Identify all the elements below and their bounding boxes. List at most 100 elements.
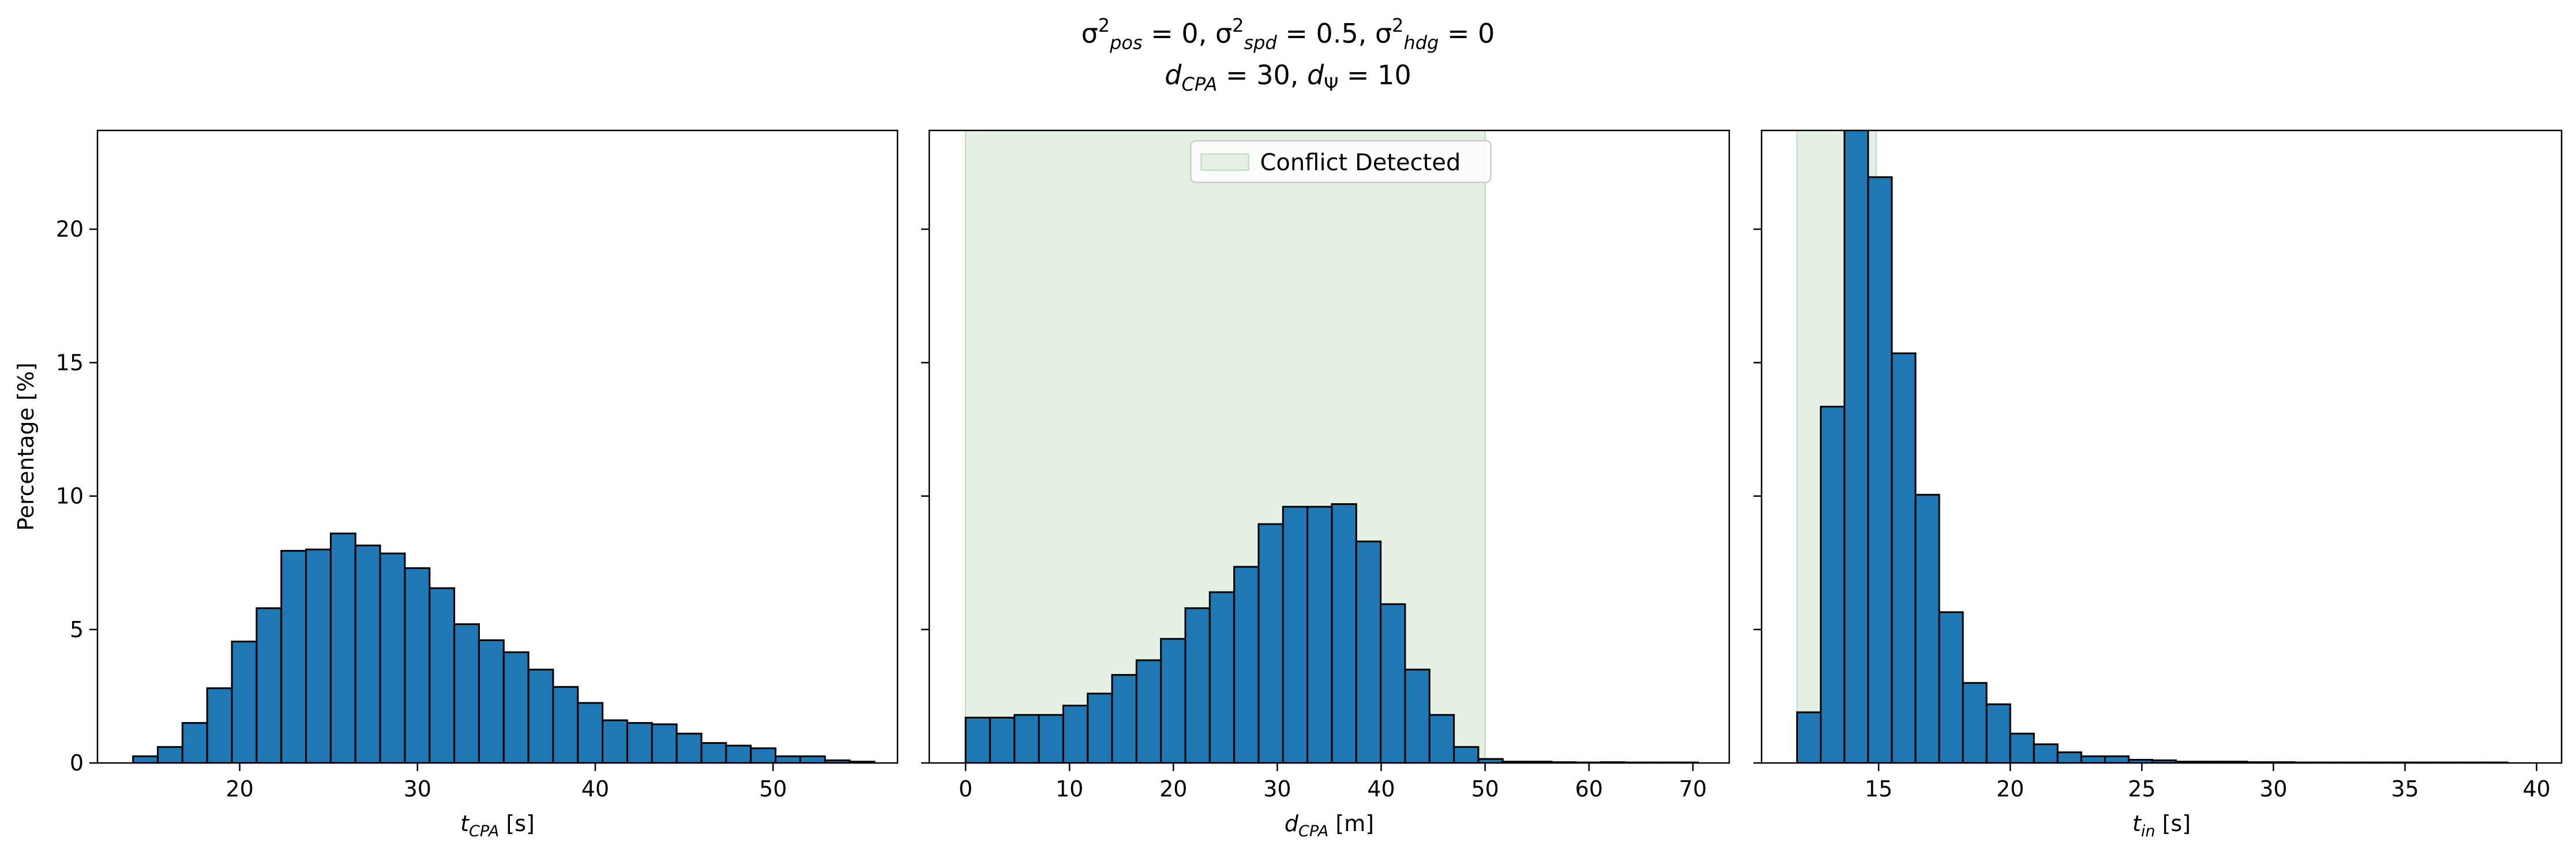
histogram-bar <box>305 548 332 763</box>
histogram-bar <box>1428 714 1455 763</box>
figure-title-line-2: dCPA = 30, dΨ = 10 <box>1165 59 1411 95</box>
x-tick-label: 60 <box>1575 776 1603 802</box>
histogram-bar <box>577 702 604 763</box>
tin-histogram-axes-frame <box>1760 129 2563 764</box>
histogram-bar <box>1985 703 2011 763</box>
tcpa-histogram-x-axis-label: tCPA [s] <box>460 811 535 840</box>
histogram-bar <box>651 723 678 763</box>
histogram-bar <box>1038 714 1064 763</box>
x-tick-label: 20 <box>1159 776 1187 802</box>
histogram-bar <box>1306 506 1333 763</box>
legend: Conflict Detected <box>1190 140 1492 184</box>
y-tick-label: 0 <box>70 750 84 776</box>
histogram-bar <box>964 716 991 763</box>
histogram-bar <box>1208 591 1236 763</box>
x-tick-label: 0 <box>959 776 972 802</box>
histogram-bar <box>1062 705 1089 763</box>
histogram-bar <box>329 532 356 763</box>
histogram-bar <box>1013 714 1040 763</box>
histogram-bar <box>775 755 801 763</box>
histogram-bar <box>1891 352 1917 763</box>
x-tick-label: 30 <box>1263 776 1291 802</box>
y-tick-label: 5 <box>70 617 84 642</box>
x-tick-label: 40 <box>1367 776 1395 802</box>
histogram-bar <box>156 746 183 763</box>
legend-box <box>1190 140 1492 184</box>
histogram-bar <box>2033 743 2059 763</box>
histogram-bar <box>280 549 307 763</box>
histogram-bar <box>1820 406 1846 763</box>
x-tick-label: 40 <box>2522 776 2550 802</box>
histogram-bar <box>1160 638 1186 763</box>
histogram-bar <box>725 744 752 763</box>
dcpa-histogram-axes-frame <box>928 129 1730 764</box>
histogram-bar <box>1184 607 1211 763</box>
y-axis-label: Percentage [%] <box>13 362 39 531</box>
histogram-bar <box>379 552 406 763</box>
histogram-bar <box>552 686 579 763</box>
tin-histogram-panel: 15 20 25 30 35 40 tin [s] <box>1753 129 2563 840</box>
histogram-bar <box>2009 732 2035 763</box>
histogram-bar <box>1355 540 1382 763</box>
histogram-bar <box>256 607 283 763</box>
dcpa-histogram-x-axis-label: dCPA [m] <box>1285 811 1374 840</box>
x-tick-label: 35 <box>2391 776 2419 802</box>
histogram-bar <box>1087 693 1113 763</box>
histogram-bar <box>1257 523 1284 763</box>
histogram-bar <box>1282 506 1309 763</box>
histogram-bar <box>1453 746 1479 763</box>
histogram-bar <box>132 755 159 763</box>
y-tick-label: 10 <box>56 484 84 509</box>
histogram-bar <box>750 747 777 763</box>
x-tick-label: 50 <box>759 776 787 802</box>
histogram-bar <box>2104 755 2130 763</box>
histogram-bar <box>181 722 208 763</box>
histogram-bar <box>453 623 480 763</box>
histogram-bar <box>429 587 456 763</box>
x-tick-label: 50 <box>1471 776 1499 802</box>
x-tick-label: 15 <box>1865 776 1892 802</box>
histogram-bar <box>478 639 505 763</box>
histogram-bar <box>1867 176 1893 763</box>
x-tick-label: 30 <box>404 776 431 802</box>
histogram-bar <box>354 544 381 763</box>
histogram-bar <box>1843 130 1869 763</box>
histogram-bar <box>799 755 826 763</box>
x-tick-label: 40 <box>581 776 609 802</box>
figure-title-line-1: σ2pos = 0, σ2spd = 0.5, σ2hdg = 0 <box>1082 14 1495 54</box>
histogram-bar <box>1914 493 1940 763</box>
tcpa-histogram-axes-frame <box>96 129 899 764</box>
x-tick-label: 20 <box>1996 776 2024 802</box>
histogram-bar <box>700 742 727 763</box>
x-tick-label: 25 <box>2128 776 2156 802</box>
histogram-bar <box>2056 751 2082 763</box>
dcpa-histogram-panel: 0 10 20 30 40 50 60 70 dCPA [m] Conflict Detected <box>921 129 1730 840</box>
histogram-bar <box>1135 659 1162 763</box>
histogram-bar <box>404 567 431 763</box>
y-tick-label: 15 <box>56 350 84 375</box>
legend-swatch <box>1200 154 1249 171</box>
histogram-bar <box>1404 668 1430 763</box>
histogram-bar <box>1111 674 1137 763</box>
histogram-bar <box>1331 503 1357 763</box>
y-tick-label: 20 <box>56 216 84 242</box>
dcpa-histogram-plot-area <box>964 130 1699 763</box>
x-tick-label: 10 <box>1056 776 1083 802</box>
tin-histogram-x-axis-label: tin [s] <box>2132 811 2191 840</box>
histogram-bar <box>231 641 258 763</box>
histogram-bar <box>206 687 233 763</box>
histogram-bar <box>527 668 554 763</box>
histogram-bar <box>1796 711 1822 763</box>
histogram-bar <box>1962 682 1988 763</box>
legend-label: Conflict Detected <box>1260 149 1461 176</box>
histogram-bar <box>1938 611 1964 763</box>
x-tick-label: 70 <box>1679 776 1707 802</box>
histogram-bar <box>502 651 530 763</box>
x-tick-label: 20 <box>226 776 253 802</box>
histogram-bar <box>989 716 1016 763</box>
histogram-bar <box>1380 603 1406 763</box>
tcpa-histogram-plot-area <box>132 532 876 763</box>
x-tick-label: 30 <box>2259 776 2287 802</box>
histogram-bar <box>626 722 653 763</box>
